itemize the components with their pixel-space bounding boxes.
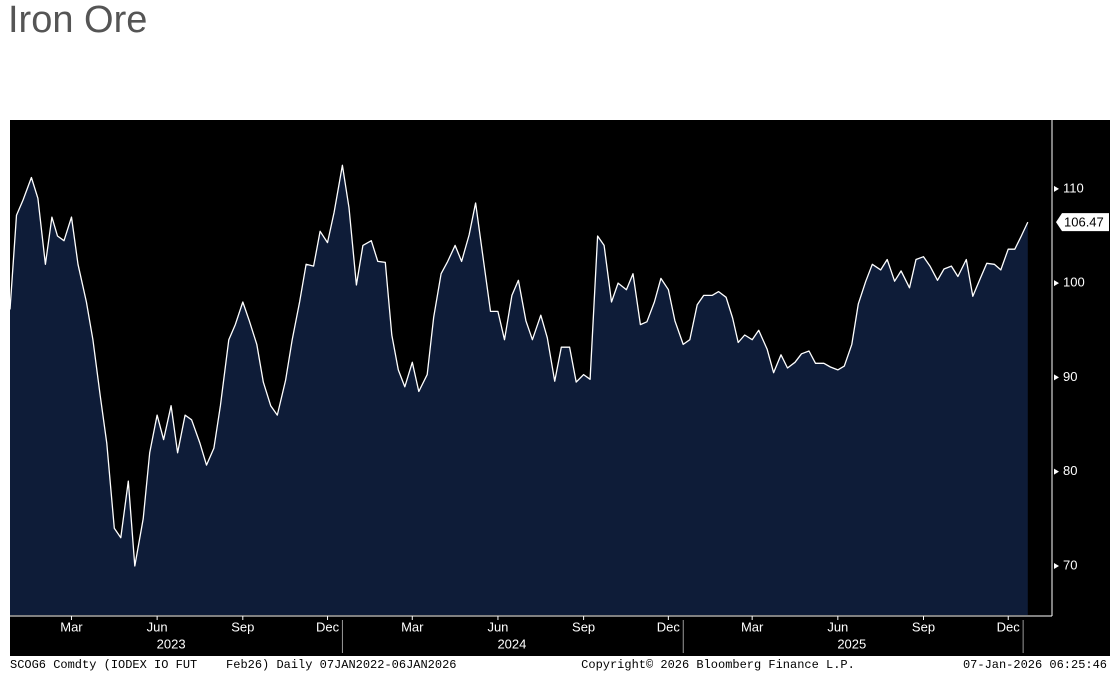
y-tick-mark bbox=[1054, 374, 1059, 381]
x-tick-label: Mar bbox=[60, 619, 83, 634]
x-tick-label: Jun bbox=[147, 619, 168, 634]
x-tick-label: Sep bbox=[912, 619, 935, 634]
x-tick-label: Jun bbox=[487, 619, 508, 634]
y-tick-label: 80 bbox=[1063, 463, 1077, 478]
y-tick-mark bbox=[1054, 468, 1059, 475]
footer-copyright: Copyright© 2026 Bloomberg Finance L.P. bbox=[581, 658, 855, 672]
footer-source: SCOG6 Comdty (IODEX IO FUT Feb26) Daily … bbox=[10, 658, 456, 672]
y-tick-mark bbox=[1054, 185, 1059, 192]
year-label: 2024 bbox=[497, 636, 526, 651]
x-tick-label: Jun bbox=[827, 619, 848, 634]
price-line bbox=[9, 164, 1029, 567]
year-label: 2023 bbox=[157, 636, 186, 651]
chart-title: Iron Ore bbox=[8, 0, 147, 41]
x-tick-label: Dec bbox=[997, 619, 1021, 634]
x-tick-label: Mar bbox=[401, 619, 424, 634]
y-tick-label: 90 bbox=[1063, 369, 1077, 384]
last-value-box bbox=[1056, 213, 1109, 232]
y-tick-label: 110 bbox=[1063, 180, 1084, 195]
x-tick-label: Sep bbox=[572, 619, 595, 634]
x-tick-label: Sep bbox=[231, 619, 254, 634]
footer-timestamp: 07-Jan-2026 06:25:46 bbox=[963, 658, 1107, 672]
x-tick-label: Mar bbox=[741, 619, 764, 634]
year-label: 2025 bbox=[837, 636, 866, 651]
y-tick-mark bbox=[1054, 562, 1059, 569]
y-tick-mark bbox=[1054, 280, 1059, 287]
y-tick-label: 70 bbox=[1063, 557, 1077, 572]
x-tick-label: Dec bbox=[657, 619, 681, 634]
last-value-label: 106.47 bbox=[1064, 215, 1104, 230]
x-tick-label: Dec bbox=[316, 619, 340, 634]
y-tick-label: 100 bbox=[1063, 275, 1085, 290]
area-fill bbox=[10, 165, 1028, 616]
